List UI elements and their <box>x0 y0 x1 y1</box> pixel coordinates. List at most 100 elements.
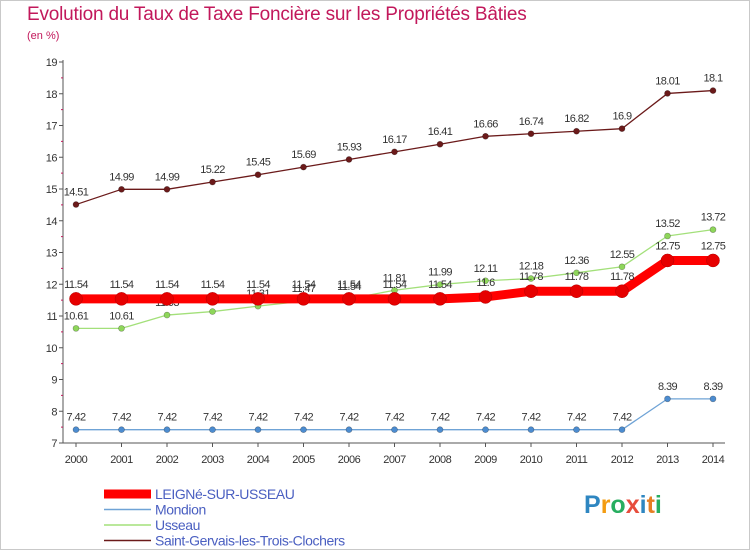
data-point <box>618 263 626 271</box>
data-point <box>527 275 535 282</box>
data-point <box>163 186 171 193</box>
data-label: 7.42 <box>385 412 404 424</box>
data-point <box>524 284 538 298</box>
data-label: 7.42 <box>248 412 267 424</box>
data-label: 14.99 <box>155 171 180 183</box>
chart-plot-area: 14.51 14.99 14.99 15.22 15.45 15.69 15.93 16.17… <box>64 73 726 433</box>
x-tick-label: 2012 <box>611 454 634 466</box>
data-point <box>160 292 174 306</box>
data-point <box>436 140 444 148</box>
data-label: 7.42 <box>567 412 586 424</box>
data-label: 12.36 <box>564 255 589 267</box>
data-label: 7.42 <box>521 412 540 424</box>
x-tick-label: 2014 <box>702 454 725 466</box>
data-point <box>296 292 311 306</box>
data-point <box>482 426 489 433</box>
data-point <box>163 311 171 319</box>
data-label: 13.72 <box>701 212 726 224</box>
logo-letter: i <box>654 491 662 519</box>
data-point <box>205 292 220 306</box>
data-label: 11.78 <box>519 271 543 283</box>
data-label: 11.54 <box>337 281 361 293</box>
series-line-1 <box>75 89 714 206</box>
data-point <box>118 325 125 332</box>
proxiti-logo: Proxiti <box>584 491 662 520</box>
data-point <box>709 226 717 233</box>
data-label: 12.18 <box>519 261 544 273</box>
data-label: 11.54 <box>201 279 225 291</box>
data-label: 11.6 <box>476 277 495 289</box>
data-label: 7.42 <box>339 412 358 424</box>
data-label: 11.54 <box>292 279 316 291</box>
chart-unit-label: (en %) <box>27 30 60 42</box>
data-label: 16.9 <box>612 111 631 123</box>
data-point <box>345 426 353 433</box>
data-label: 16.66 <box>473 118 498 130</box>
x-tick-label: 2008 <box>429 454 452 466</box>
data-point <box>118 186 125 193</box>
data-label: 18.1 <box>703 73 722 85</box>
data-label: 11.78 <box>565 271 589 283</box>
x-tick-label: 2013 <box>656 454 679 466</box>
x-tick-label: 2004 <box>247 454 270 466</box>
data-label: 12.11 <box>474 263 498 275</box>
data-label: 7.42 <box>612 412 631 424</box>
y-tick-label: 10 <box>46 343 58 355</box>
chart-title: Evolution du Taux de Taxe Foncière sur l… <box>27 4 527 25</box>
data-point <box>391 426 398 433</box>
data-point <box>527 426 535 433</box>
y-tick-label: 13 <box>46 248 58 260</box>
data-point <box>251 292 265 306</box>
data-label: 13.52 <box>655 218 680 230</box>
y-tick-label: 17 <box>46 121 58 133</box>
data-label: 10.61 <box>109 310 134 322</box>
data-label: 10.61 <box>64 310 89 322</box>
data-label: 16.17 <box>382 134 407 146</box>
data-point <box>664 90 671 97</box>
data-point <box>573 426 580 433</box>
data-point <box>615 284 629 298</box>
data-label: 16.74 <box>519 116 544 128</box>
x-tick-label: 2005 <box>292 454 315 466</box>
logo-letter: o <box>610 491 626 519</box>
data-label: 7.42 <box>112 412 131 424</box>
data-label: 8.39 <box>703 381 722 393</box>
data-point <box>209 178 216 186</box>
data-point <box>664 395 671 403</box>
data-point <box>660 253 675 268</box>
data-point <box>300 426 307 433</box>
logo-letter: r <box>600 491 611 519</box>
data-label: 11.78 <box>610 271 634 283</box>
data-point <box>254 171 262 179</box>
legend-label: LEIGNé-SUR-USSEAU <box>155 486 295 502</box>
data-label: 16.41 <box>428 126 453 138</box>
data-label: 7.42 <box>66 412 85 424</box>
y-tick-label: 16 <box>46 152 58 164</box>
data-point <box>436 281 444 288</box>
y-tick-label: 9 <box>51 375 57 387</box>
data-point <box>72 201 80 208</box>
data-label: 14.99 <box>109 171 134 183</box>
legend-label: Saint-Gervais-les-Trois-Clochers <box>155 533 345 549</box>
data-point <box>664 232 671 240</box>
data-point <box>345 156 353 163</box>
y-tick-label: 11 <box>47 311 58 323</box>
x-tick-label: 2011 <box>566 454 588 466</box>
data-point <box>482 132 489 140</box>
data-label: 14.51 <box>64 187 89 199</box>
data-label: 12.75 <box>701 240 726 252</box>
x-tick-label: 2003 <box>201 454 224 466</box>
data-point <box>709 395 717 403</box>
data-label: 11.99 <box>428 267 452 279</box>
data-label: 15.93 <box>337 141 362 153</box>
data-point <box>72 426 80 433</box>
data-point <box>569 284 584 298</box>
data-point <box>706 253 720 268</box>
data-label: 7.42 <box>294 412 313 424</box>
data-point <box>209 426 216 433</box>
x-tick-label: 2002 <box>156 454 179 466</box>
chart-legend: LEIGNé-SUR-USSEAUMondionUsseauSaint-Gerv… <box>104 486 346 549</box>
data-label: 11.54 <box>110 279 134 291</box>
data-point <box>618 426 626 433</box>
